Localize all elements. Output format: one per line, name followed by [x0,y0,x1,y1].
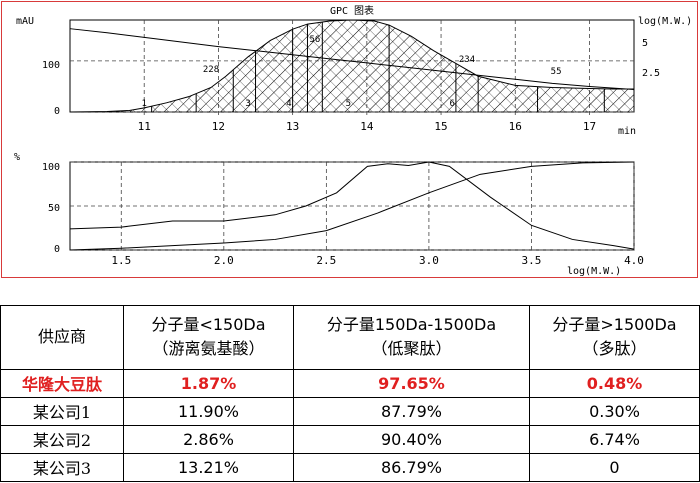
table-row: 某公司2 2.86% 90.40% 6.74% [0,424,700,454]
value-cell: 0 [529,452,700,483]
chart-title: GPC 图表 [330,4,374,17]
value-cell: 90.40% [293,424,530,454]
x-tick-label: 15 [434,120,447,133]
calibration-line [69,28,635,91]
value-cell: 87.79% [293,396,530,426]
y-tick-label: 100 [42,60,60,71]
x-tick-label: 3.0 [419,254,439,267]
cumulative-distribution-chart: 1.5 2.0 2.5 3.0 3.5 4.0 [69,161,644,267]
table-row: 某公司1 11.90% 87.79% 0.30% [0,396,700,426]
differential-curve [69,161,635,250]
value-cell: 13.21% [123,452,294,483]
value-cell: 0.48% [529,368,700,398]
x-tick-label: 13 [286,120,299,133]
division-label: 55 [551,67,562,77]
header-supplier: 供应商 [0,305,124,370]
x-tick-label: 1.5 [111,254,131,267]
value-cell: 97.65% [293,368,530,398]
table-row-highlight: 华隆大豆肽 1.87% 97.65% 0.48% [0,368,700,398]
y-tick-label: 0 [54,244,60,255]
supplier-cell: 某公司1 [0,396,124,426]
division-label: 4 [286,99,291,109]
division-label: 5 [346,99,351,109]
x-tick-label: 17 [583,120,596,133]
value-cell: 11.90% [123,396,294,426]
supplier-cell: 某公司2 [0,424,124,454]
x-tick-label: 2.5 [316,254,336,267]
x-tick-label: 12 [212,120,225,133]
gpc-chart-svg: GPC 图表 mAU log(M.W.) min 0 100 2.5 5 % l… [14,4,692,277]
division-label: 6 [449,99,454,109]
right-tick-label: 2.5 [642,68,660,79]
peak-area [70,20,634,112]
header-150-1500: 分子量150Da-1500Da （低聚肽） [293,305,530,370]
right-axis-label: log(M.W.) [638,16,692,27]
x-axis-label: min [618,126,636,137]
chart-panel: GPC 图表 mAU log(M.W.) min 0 100 2.5 5 % l… [1,1,698,278]
supplier-cell: 华隆大豆肽 [0,368,124,398]
division-label: 1 [141,99,146,109]
y-tick-label: 50 [48,203,60,214]
x-tick-label: 3.5 [522,254,542,267]
value-cell: 2.86% [123,424,294,454]
value-cell: 86.79% [293,452,530,483]
x-tick-label: 14 [360,120,374,133]
division-label: 234 [459,55,475,65]
x-tick-label: 16 [509,120,522,133]
cumulative-curve [69,161,635,251]
x-tick-label: 4.0 [624,254,644,267]
x-tick-label: 2.0 [214,254,234,267]
x-tick-label: 11 [138,120,151,133]
table-header-row: 供应商 分子量<150Da （游离氨基酸） 分子量150Da-1500Da （低聚肽… [0,305,700,370]
table-row: 某公司3 13.21% 86.79% 0 [0,452,700,483]
y-tick-label: 100 [42,162,60,173]
header-lt150: 分子量<150Da （游离氨基酸） [123,305,294,370]
value-cell: 6.74% [529,424,700,454]
division-label: 228 [203,65,219,75]
division-label: 3 [245,99,250,109]
y-tick-label: 0 [54,106,60,117]
supplier-cell: 某公司3 [0,452,124,483]
x-axis-label: log(M.W.) [567,266,621,277]
molecular-weight-table: 供应商 分子量<150Da （游离氨基酸） 分子量150Da-1500Da （低聚肽… [0,305,700,483]
y-axis-label: % [14,152,20,163]
header-gt1500: 分子量>1500Da （多肽） [529,305,700,370]
value-cell: 1.87% [123,368,294,398]
y-axis-label: mAU [16,16,34,27]
division-label: 56 [309,35,320,45]
value-cell: 0.30% [529,396,700,426]
right-tick-label: 5 [642,38,648,49]
chromatogram-line [69,19,634,113]
